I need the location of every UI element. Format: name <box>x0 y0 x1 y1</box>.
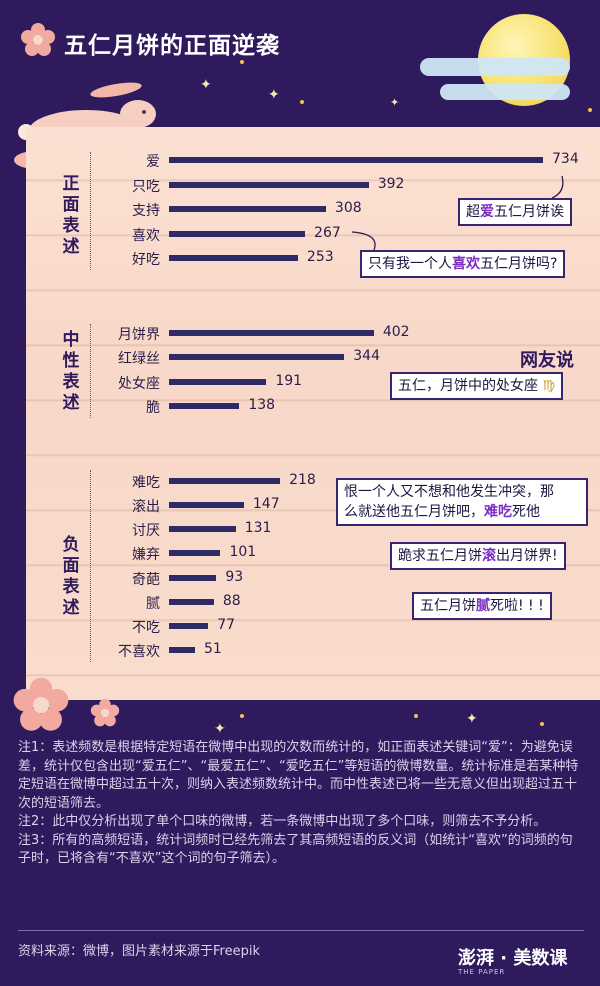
category-label: 喜欢 <box>132 228 160 244</box>
category-label: 爱 <box>146 154 160 170</box>
netizen-heading: 网友说 <box>520 350 574 371</box>
star-icon: ✦ <box>200 77 212 93</box>
brand-logo: 澎湃 · 美数课 <box>458 948 568 969</box>
star-dot <box>414 714 418 718</box>
bar <box>169 354 345 360</box>
category-label: 滚出 <box>132 499 160 515</box>
star-icon: ✦ <box>214 721 226 737</box>
value-label: 218 <box>289 472 316 488</box>
star-dot <box>240 714 244 718</box>
virgo-icon: ♍ <box>538 378 556 394</box>
bar <box>169 647 195 653</box>
category-label: 讨厌 <box>132 523 160 539</box>
value-label: 253 <box>306 249 334 265</box>
star-icon: ✦ <box>466 711 478 727</box>
brand-sub: THE PAPER <box>458 968 506 976</box>
annotation-virgo: 五仁，月饼中的处女座 ♍ <box>390 372 564 400</box>
value-label: 131 <box>244 520 272 536</box>
group-label-positive: 正面表述 <box>62 174 80 257</box>
value-label: 51 <box>203 641 222 657</box>
annotation-bad-taste: 恨一个人又不想和他发生冲突，那 么就送他五仁月饼吧，难吃死他 <box>336 478 588 526</box>
category-label: 只吃 <box>132 179 160 195</box>
category-label: 不吃 <box>132 620 160 636</box>
bar <box>169 502 244 508</box>
category-label: 红绿丝 <box>118 351 160 367</box>
group-divider <box>90 152 91 270</box>
footnote-3: 注3：所有的高频短语，统计词频时已经先筛去了其高频短语的反义词（如统计“喜欢”的… <box>18 832 573 867</box>
bar <box>169 379 267 385</box>
value-label: 734 <box>552 151 579 167</box>
value-label: 138 <box>248 397 276 413</box>
value-label: 101 <box>229 544 257 560</box>
page-title: 五仁月饼的正面逆袭 <box>64 33 280 59</box>
value-label: 392 <box>377 176 405 192</box>
category-label: 奇葩 <box>132 572 160 588</box>
bar <box>169 550 221 556</box>
category-label: 不喜欢 <box>118 644 160 660</box>
star-dot <box>240 60 244 64</box>
category-label: 嫌弃 <box>132 547 160 563</box>
value-label: 344 <box>353 348 380 364</box>
value-label: 191 <box>275 373 303 389</box>
annotation-love: 超爱五仁月饼诶 <box>458 198 572 226</box>
bar <box>169 330 374 336</box>
flower-icon <box>20 22 56 62</box>
bar <box>169 403 240 409</box>
bar <box>169 206 326 212</box>
star-dot <box>300 100 304 104</box>
flower-icon <box>12 676 70 738</box>
source-text: 资料来源：微博，图片素材来源于Freepik <box>18 944 260 959</box>
footnotes: 注1：表述频数是根据特定短语在微博中出现的次数而统计的，如正面表述关键词“爱”：… <box>18 739 584 869</box>
value-label: 402 <box>382 324 410 340</box>
category-label: 好吃 <box>132 252 160 268</box>
annotation-like: 只有我一个人喜欢五仁月饼吗? <box>360 250 566 278</box>
star-dot <box>588 108 592 112</box>
category-label: 支持 <box>132 203 160 219</box>
divider <box>18 930 584 931</box>
value-label: 147 <box>252 496 280 512</box>
cloud-icon <box>420 58 570 76</box>
category-label: 脆 <box>146 400 160 416</box>
bar <box>169 526 236 532</box>
bar <box>169 599 214 605</box>
value-label: 308 <box>334 200 362 216</box>
bar <box>169 255 298 261</box>
value-label: 93 <box>225 569 244 585</box>
star-icon: ✦ <box>268 87 280 103</box>
cloud-icon <box>440 84 570 100</box>
star-dot <box>540 722 544 726</box>
footnote-2: 注2：此中仅分析出现了单个口味的微博，若一条微博中出现了多个口味，则筛去不予分析… <box>18 814 547 829</box>
value-label: 88 <box>222 593 241 609</box>
category-label: 难吃 <box>132 475 160 491</box>
group-label-neutral: 中性表述 <box>62 330 80 413</box>
bar <box>169 623 209 629</box>
annotation-greasy: 五仁月饼腻死啦! ! ! <box>412 592 552 620</box>
bar <box>169 231 306 237</box>
footnote-1: 注1：表述频数是根据特定短语在微博中出现的次数而统计的，如正面表述关键词“爱”：… <box>18 740 579 811</box>
flower-icon <box>90 698 120 732</box>
bar <box>169 182 369 188</box>
group-divider <box>90 324 91 418</box>
value-label: 267 <box>314 225 341 241</box>
group-divider <box>90 470 91 662</box>
star-icon: ✦ <box>390 96 400 109</box>
bar <box>169 157 543 163</box>
category-label: 腻 <box>146 596 160 612</box>
bar <box>169 575 217 581</box>
annotation-roll: 跪求五仁月饼滚出月饼界! <box>390 542 566 570</box>
category-label: 月饼界 <box>118 327 160 343</box>
bar <box>169 478 281 484</box>
value-label: 77 <box>217 617 236 633</box>
category-label: 处女座 <box>118 376 160 392</box>
group-label-negative: 负面表述 <box>62 535 80 618</box>
